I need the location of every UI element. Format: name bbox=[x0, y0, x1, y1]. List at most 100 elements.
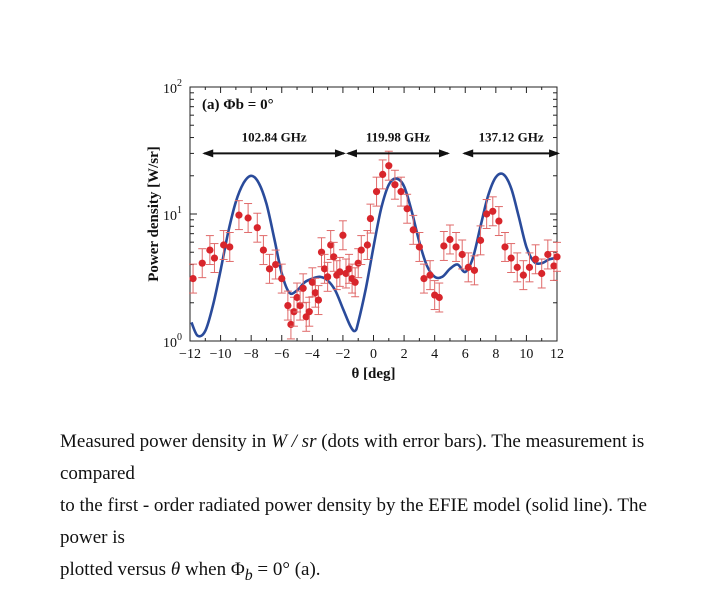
data-point bbox=[440, 242, 448, 250]
x-tick-label: 0 bbox=[370, 347, 377, 362]
data-point bbox=[259, 246, 267, 254]
caption-text: when bbox=[180, 559, 231, 580]
data-point bbox=[235, 211, 243, 219]
data-point bbox=[272, 260, 280, 269]
caption-phi: Φ bbox=[230, 559, 245, 580]
data-point bbox=[265, 265, 274, 273]
data-point bbox=[287, 320, 295, 329]
data-point bbox=[446, 235, 454, 244]
data-point bbox=[507, 254, 515, 262]
data-point bbox=[324, 273, 332, 281]
x-tick-label: −4 bbox=[305, 347, 320, 362]
model-curve bbox=[190, 172, 558, 338]
model-line-group bbox=[190, 172, 558, 338]
data-point bbox=[531, 255, 540, 263]
data-point bbox=[415, 243, 423, 251]
data-point bbox=[513, 263, 521, 271]
x-axis-label: θ [deg] bbox=[351, 366, 395, 382]
data-point bbox=[538, 269, 546, 278]
band-label: 119.98 GHz bbox=[366, 129, 431, 144]
data-point bbox=[363, 241, 371, 249]
data-point bbox=[470, 266, 479, 274]
data-point bbox=[426, 271, 434, 279]
data-point bbox=[435, 293, 443, 302]
x-tick-label: −2 bbox=[335, 347, 350, 362]
caption-text: (dots with error bars). The measurement … bbox=[60, 431, 645, 484]
data-point bbox=[336, 268, 344, 276]
data-point bbox=[345, 265, 353, 273]
data-point bbox=[284, 301, 292, 310]
data-point bbox=[409, 226, 417, 234]
panel-label: (a) Φb = 0° bbox=[202, 97, 274, 113]
data-point bbox=[296, 301, 304, 310]
data-point bbox=[244, 214, 252, 222]
caption-line-2: to the first - order radiated power dens… bbox=[60, 495, 647, 548]
data-point bbox=[458, 250, 466, 259]
band-label: 102.84 GHz bbox=[242, 129, 307, 144]
band-arrowhead-right bbox=[334, 149, 346, 158]
data-point bbox=[351, 278, 359, 286]
data-point bbox=[452, 243, 460, 251]
x-tick-label: −6 bbox=[274, 347, 289, 362]
data-point bbox=[320, 265, 329, 273]
x-tick-label: 10 bbox=[519, 347, 533, 362]
data-point bbox=[278, 274, 286, 283]
caption-phi-subscript: b bbox=[244, 566, 253, 584]
caption-theta: θ bbox=[170, 559, 181, 580]
band-arrowhead-right bbox=[549, 149, 561, 158]
data-point bbox=[311, 289, 319, 297]
data-point bbox=[226, 243, 234, 251]
data-point bbox=[314, 296, 323, 304]
caption-unit: W / sr bbox=[271, 431, 317, 452]
data-point bbox=[299, 284, 307, 292]
data-point bbox=[357, 246, 365, 254]
data-point bbox=[305, 308, 313, 316]
measured-points-group bbox=[189, 150, 561, 340]
x-tick-label: 2 bbox=[401, 347, 408, 362]
data-point bbox=[379, 170, 387, 179]
data-point bbox=[476, 236, 485, 244]
data-point bbox=[220, 241, 228, 249]
data-point bbox=[189, 274, 197, 283]
data-point bbox=[464, 263, 472, 271]
annotations: (a) Φb = 0° 102.84 GHz 119.98 GHz 137.12 GH… bbox=[202, 97, 561, 158]
data-point bbox=[550, 262, 558, 270]
data-point bbox=[519, 271, 527, 279]
data-point bbox=[372, 188, 381, 196]
caption-text: Measured power density in bbox=[60, 431, 272, 452]
data-point bbox=[330, 253, 338, 261]
data-point bbox=[525, 263, 534, 271]
data-point bbox=[385, 162, 393, 170]
band-arrowhead-right bbox=[438, 149, 450, 158]
x-tick-label: −10 bbox=[210, 347, 232, 362]
data-point bbox=[489, 207, 497, 215]
data-point bbox=[483, 210, 491, 218]
data-point bbox=[397, 188, 405, 196]
data-point bbox=[293, 293, 301, 302]
data-point bbox=[253, 224, 261, 232]
band-label: 137.12 GHz bbox=[479, 129, 544, 144]
caption-line-1: Measured power density in W / sr (dots w… bbox=[60, 426, 690, 490]
data-point bbox=[366, 214, 375, 223]
y-tick-label: 102 bbox=[163, 78, 182, 97]
data-point bbox=[553, 253, 561, 261]
data-point bbox=[495, 217, 503, 225]
x-tick-label: 12 bbox=[550, 347, 564, 362]
data-point bbox=[308, 278, 316, 286]
data-point bbox=[501, 243, 509, 251]
data-point bbox=[210, 254, 219, 262]
band-arrowhead-left bbox=[462, 149, 474, 158]
caption-line-3: plotted versus θ when Φb = 0° (a). bbox=[60, 554, 690, 592]
data-point bbox=[420, 274, 428, 283]
data-point bbox=[327, 241, 335, 249]
figure-caption: Measured power density in W / sr (dots w… bbox=[60, 426, 690, 592]
data-point bbox=[403, 205, 411, 213]
band-arrowhead-left bbox=[202, 149, 214, 158]
y-tick-label: 101 bbox=[163, 205, 182, 224]
x-tick-label: −8 bbox=[244, 347, 259, 362]
x-tick-label: 8 bbox=[492, 347, 499, 362]
caption-text: plotted versus bbox=[60, 559, 171, 580]
x-tick-label: −12 bbox=[179, 347, 201, 362]
